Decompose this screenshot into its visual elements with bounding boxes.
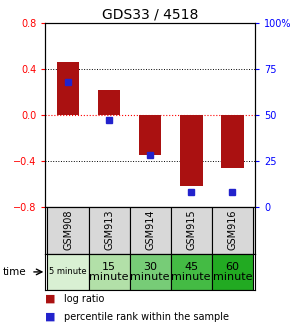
- Text: GSM914: GSM914: [145, 210, 155, 250]
- Text: log ratio: log ratio: [64, 294, 105, 304]
- Text: 15
minute: 15 minute: [89, 262, 129, 282]
- Text: 30
minute: 30 minute: [130, 262, 170, 282]
- Bar: [98, 90, 120, 115]
- Bar: [212, 207, 253, 253]
- Bar: [47, 253, 88, 290]
- Text: 45
minute: 45 minute: [171, 262, 211, 282]
- Bar: [180, 115, 202, 186]
- Text: GSM908: GSM908: [63, 210, 73, 250]
- Bar: [221, 115, 243, 168]
- Text: GSM916: GSM916: [227, 210, 237, 250]
- Bar: [47, 207, 88, 253]
- Text: 60
minute: 60 minute: [212, 262, 252, 282]
- Bar: [212, 253, 253, 290]
- Text: GSM915: GSM915: [186, 210, 196, 250]
- Text: 5 minute: 5 minute: [49, 267, 87, 276]
- Bar: [88, 253, 130, 290]
- Bar: [57, 62, 79, 115]
- Text: ■: ■: [45, 312, 56, 322]
- Bar: [88, 207, 130, 253]
- Bar: [171, 253, 212, 290]
- Text: time: time: [3, 267, 27, 277]
- Title: GDS33 / 4518: GDS33 / 4518: [102, 8, 198, 22]
- Text: GSM913: GSM913: [104, 210, 114, 250]
- Bar: [130, 207, 171, 253]
- Bar: [130, 253, 171, 290]
- Text: percentile rank within the sample: percentile rank within the sample: [64, 312, 229, 322]
- Text: ■: ■: [45, 294, 56, 304]
- Bar: [171, 207, 212, 253]
- Bar: [139, 115, 161, 155]
